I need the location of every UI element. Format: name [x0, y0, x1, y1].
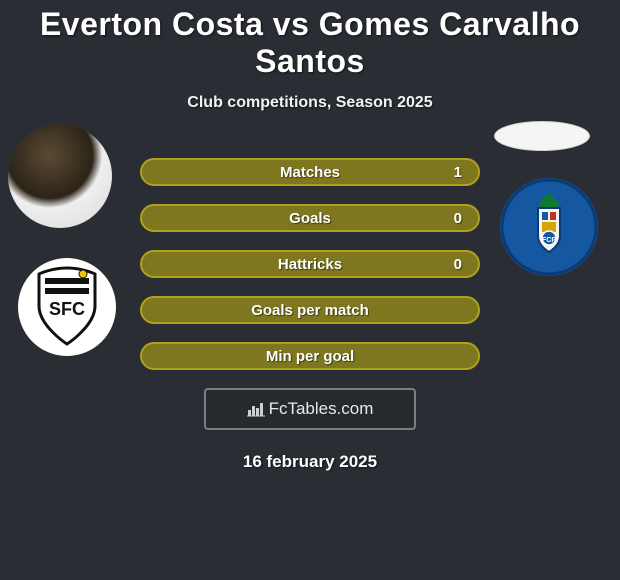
watermark-box: FcTables.com — [204, 388, 416, 430]
stat-bar-goals: Goals 0 — [140, 204, 480, 232]
santos-crest-icon: SFC — [31, 266, 103, 348]
comparison-card: Everton Costa vs Gomes Carvalho Santos C… — [0, 0, 620, 472]
stat-label: Min per goal — [266, 348, 354, 365]
player-right-avatar — [494, 121, 590, 151]
stat-label: Goals — [289, 210, 331, 227]
watermark-text: FcTables.com — [269, 399, 374, 419]
stat-bar-hattricks: Hattricks 0 — [140, 250, 480, 278]
stat-value: 0 — [454, 210, 462, 227]
stat-label: Matches — [280, 164, 340, 181]
stat-label: Hattricks — [278, 256, 342, 273]
stat-value: 1 — [454, 164, 462, 181]
subtitle: Club competitions, Season 2025 — [0, 94, 620, 112]
stat-bar-min-per-goal: Min per goal — [140, 342, 480, 370]
bar-chart-icon — [247, 401, 265, 417]
page-title: Everton Costa vs Gomes Carvalho Santos — [0, 0, 620, 80]
stat-label: Goals per match — [251, 302, 369, 319]
svg-text:FCP: FCP — [542, 237, 556, 244]
stat-bars: Matches 1 Goals 0 Hattricks 0 Goals per … — [140, 158, 480, 370]
svg-text:SFC: SFC — [49, 299, 85, 319]
stat-bar-matches: Matches 1 — [140, 158, 480, 186]
player-left-avatar — [8, 124, 112, 228]
porto-crest-icon: FCP — [500, 178, 598, 276]
stat-bar-goals-per-match: Goals per match — [140, 296, 480, 324]
stat-value: 0 — [454, 256, 462, 273]
comparison-date: 16 february 2025 — [0, 452, 620, 472]
club-left-crest: SFC — [18, 258, 116, 356]
club-right-crest: FCP — [500, 178, 598, 276]
